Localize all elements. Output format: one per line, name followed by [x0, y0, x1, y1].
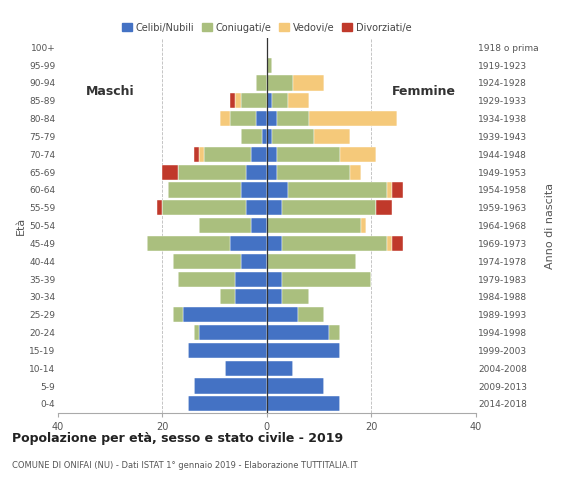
Bar — [235, 272, 267, 287]
Text: Femmine: Femmine — [392, 85, 455, 98]
Bar — [267, 218, 361, 233]
Bar — [267, 253, 356, 269]
Bar — [235, 93, 241, 108]
Bar — [267, 129, 272, 144]
Bar — [329, 325, 340, 340]
Bar — [262, 129, 267, 144]
Bar — [162, 165, 178, 180]
Bar — [220, 111, 230, 126]
Bar — [267, 343, 340, 358]
Bar — [267, 272, 282, 287]
Bar — [194, 325, 199, 340]
Bar — [246, 165, 267, 180]
Bar — [267, 93, 272, 108]
Bar — [314, 129, 350, 144]
Bar — [376, 200, 392, 216]
Bar — [298, 307, 324, 323]
Bar — [387, 182, 392, 198]
Bar — [199, 218, 251, 233]
Y-axis label: Anno di nascita: Anno di nascita — [545, 182, 554, 269]
Text: COMUNE DI ONIFAI (NU) - Dati ISTAT 1° gennaio 2019 - Elaborazione TUTTITALIA.IT: COMUNE DI ONIFAI (NU) - Dati ISTAT 1° ge… — [12, 461, 357, 470]
Bar — [230, 111, 256, 126]
Legend: Celibi/Nubili, Coniugati/e, Vedovi/e, Divorziati/e: Celibi/Nubili, Coniugati/e, Vedovi/e, Di… — [118, 19, 415, 36]
Bar — [282, 200, 376, 216]
Bar — [173, 253, 241, 269]
Bar — [267, 165, 277, 180]
Bar — [168, 182, 241, 198]
Bar — [251, 147, 267, 162]
Bar — [309, 111, 397, 126]
Bar — [267, 396, 340, 411]
Bar — [267, 325, 329, 340]
Bar — [194, 378, 267, 394]
Bar — [340, 147, 376, 162]
Bar — [277, 165, 350, 180]
Bar — [157, 200, 162, 216]
Bar — [277, 147, 340, 162]
Bar — [251, 218, 267, 233]
Bar — [204, 147, 251, 162]
Bar — [256, 111, 267, 126]
Bar — [183, 307, 267, 323]
Bar — [387, 236, 392, 251]
Bar — [277, 111, 309, 126]
Bar — [178, 165, 246, 180]
Bar — [288, 182, 387, 198]
Text: Maschi: Maschi — [86, 85, 135, 98]
Bar — [392, 236, 403, 251]
Bar — [147, 236, 230, 251]
Bar — [293, 75, 324, 91]
Bar — [267, 200, 282, 216]
Bar — [282, 236, 387, 251]
Bar — [267, 58, 272, 73]
Bar — [267, 289, 282, 304]
Bar — [220, 289, 235, 304]
Bar — [392, 182, 403, 198]
Bar — [267, 360, 293, 376]
Bar — [267, 378, 324, 394]
Bar — [230, 93, 235, 108]
Bar — [272, 93, 288, 108]
Bar — [267, 307, 298, 323]
Bar — [235, 289, 267, 304]
Bar — [178, 272, 235, 287]
Bar — [241, 182, 267, 198]
Bar — [267, 182, 288, 198]
Bar — [162, 200, 246, 216]
Bar — [246, 200, 267, 216]
Bar — [241, 129, 262, 144]
Bar — [241, 93, 267, 108]
Bar — [267, 236, 282, 251]
Bar — [267, 75, 293, 91]
Bar — [361, 218, 366, 233]
Bar — [225, 360, 267, 376]
Bar — [173, 307, 183, 323]
Bar — [282, 272, 371, 287]
Bar — [267, 111, 277, 126]
Bar — [282, 289, 309, 304]
Bar — [199, 325, 267, 340]
Bar — [272, 129, 314, 144]
Bar — [194, 147, 199, 162]
Y-axis label: Età: Età — [16, 216, 26, 235]
Text: Popolazione per età, sesso e stato civile - 2019: Popolazione per età, sesso e stato civil… — [12, 432, 343, 445]
Bar — [267, 147, 277, 162]
Bar — [241, 253, 267, 269]
Bar — [230, 236, 267, 251]
Bar — [350, 165, 361, 180]
Bar — [188, 343, 267, 358]
Bar — [288, 93, 309, 108]
Bar — [199, 147, 204, 162]
Bar — [188, 396, 267, 411]
Bar — [256, 75, 267, 91]
